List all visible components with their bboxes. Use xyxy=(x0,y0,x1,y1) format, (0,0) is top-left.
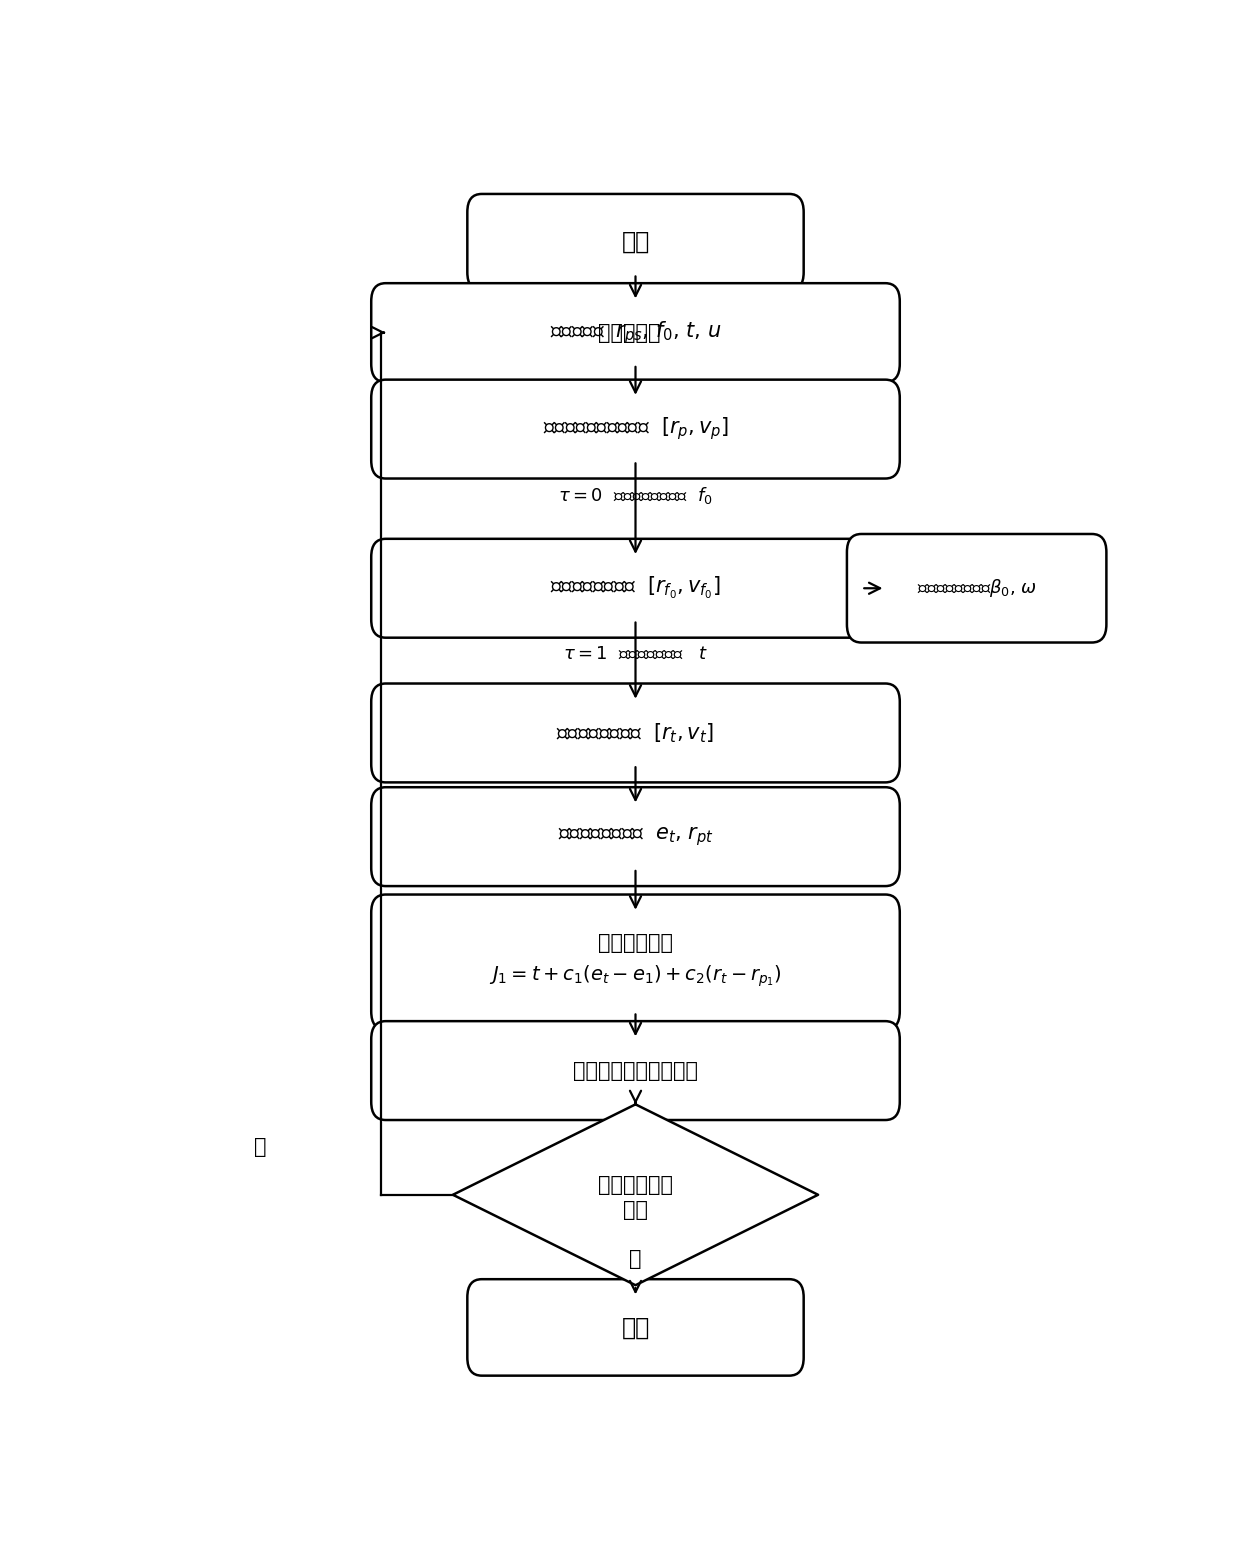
Text: 条件: 条件 xyxy=(622,1201,649,1220)
Text: 否: 否 xyxy=(254,1137,267,1157)
FancyBboxPatch shape xyxy=(371,894,900,1029)
Text: 计算制动起始状态  $[\mathit{r}_{f_0}, \mathit{v}_{f_0}]$: 计算制动起始状态 $[\mathit{r}_{f_0}, \mathit{v}_… xyxy=(551,575,720,601)
FancyBboxPatch shape xyxy=(371,379,900,479)
Text: 计算优化指标: 计算优化指标 xyxy=(598,933,673,952)
Text: 计算制动终端状态  $[\mathit{r}_t, \mathit{v}_t]$: 计算制动终端状态 $[\mathit{r}_t, \mathit{v}_t]$ xyxy=(557,722,714,745)
Text: 结束: 结束 xyxy=(621,1315,650,1339)
Text: 变异、交叉、选择操作: 变异、交叉、选择操作 xyxy=(573,1060,698,1081)
Text: $\tau = 1$  动力学积分时间   $\mathit{t}$: $\tau = 1$ 动力学积分时间 $\mathit{t}$ xyxy=(563,644,708,662)
Text: 推力角匀角速变化$\mathit{\beta}_0$, $\mathit{\omega}$: 推力角匀角速变化$\mathit{\beta}_0$, $\mathit{\om… xyxy=(916,578,1037,600)
FancyBboxPatch shape xyxy=(371,283,900,382)
Text: 是: 是 xyxy=(629,1248,642,1268)
Text: $\mathit{J}_1 = \mathit{t} + c_1(\mathit{e}_t - \mathit{e}_1) + c_2(\mathit{r}_t: $\mathit{J}_1 = \mathit{t} + c_1(\mathit… xyxy=(489,963,782,990)
FancyBboxPatch shape xyxy=(371,1021,900,1120)
Text: 计算双曲线近月点状态  $[\mathit{r}_p, \mathit{v}_p]$: 计算双曲线近月点状态 $[\mathit{r}_p, \mathit{v}_p]… xyxy=(543,415,728,443)
Text: 开始: 开始 xyxy=(621,230,650,254)
Text: 转换相应轨道根数  $\mathit{e}_t$, $\mathit{r}_{pt}$: 转换相应轨道根数 $\mathit{e}_t$, $\mathit{r}_{pt… xyxy=(558,825,713,849)
Text: 初始化参数  $\mathit{r}_{ps}$, $\mathit{f}_0$, $\mathit{t}$, $\mathit{u}$: 初始化参数 $\mathit{r}_{ps}$, $\mathit{f}_0$,… xyxy=(549,319,722,346)
FancyBboxPatch shape xyxy=(847,534,1106,642)
Polygon shape xyxy=(453,1104,818,1286)
FancyBboxPatch shape xyxy=(371,788,900,886)
Text: 是否满足结束: 是否满足结束 xyxy=(598,1174,673,1195)
Text: 初始化参数: 初始化参数 xyxy=(598,323,673,343)
FancyBboxPatch shape xyxy=(467,194,804,290)
FancyBboxPatch shape xyxy=(371,683,900,783)
FancyBboxPatch shape xyxy=(371,539,900,637)
Text: $\tau = 0$  动力学逆向积分至  $\mathit{f}_0$: $\tau = 0$ 动力学逆向积分至 $\mathit{f}_0$ xyxy=(558,485,713,506)
FancyBboxPatch shape xyxy=(467,1279,804,1375)
